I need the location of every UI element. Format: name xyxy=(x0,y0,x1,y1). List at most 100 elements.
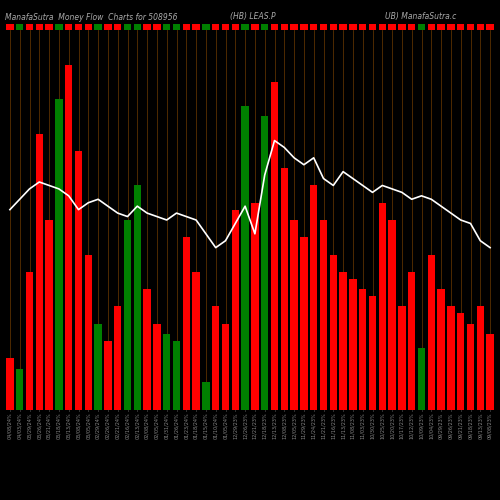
Bar xyxy=(6,24,14,30)
Bar xyxy=(242,24,249,30)
Bar xyxy=(212,306,220,410)
Bar xyxy=(476,24,484,30)
Bar xyxy=(271,82,278,410)
Bar xyxy=(428,254,435,410)
Bar xyxy=(182,24,190,30)
Bar xyxy=(144,289,151,410)
Bar xyxy=(84,254,92,410)
Bar xyxy=(6,358,14,410)
Bar xyxy=(388,24,396,30)
Bar xyxy=(447,24,454,30)
Bar xyxy=(280,24,288,30)
Bar xyxy=(94,24,102,30)
Bar xyxy=(124,24,131,30)
Bar xyxy=(378,24,386,30)
Bar xyxy=(486,334,494,410)
Bar xyxy=(16,24,24,30)
Bar xyxy=(447,306,454,410)
Bar xyxy=(153,24,160,30)
Bar xyxy=(36,24,43,30)
Bar xyxy=(300,238,308,410)
Bar xyxy=(26,272,33,410)
Text: (HB) LEAS.P: (HB) LEAS.P xyxy=(230,12,276,22)
Bar xyxy=(202,382,209,410)
Bar xyxy=(114,306,122,410)
Bar xyxy=(349,278,356,410)
Bar xyxy=(330,24,337,30)
Bar xyxy=(330,254,337,410)
Bar xyxy=(173,24,180,30)
Bar xyxy=(202,24,209,30)
Bar xyxy=(408,24,416,30)
Bar xyxy=(144,24,151,30)
Bar xyxy=(486,24,494,30)
Bar xyxy=(438,24,445,30)
Bar xyxy=(163,24,170,30)
Bar xyxy=(36,134,43,410)
Bar xyxy=(369,24,376,30)
Bar xyxy=(242,106,249,410)
Bar xyxy=(84,24,92,30)
Bar xyxy=(359,24,366,30)
Bar xyxy=(75,151,82,410)
Bar xyxy=(192,272,200,410)
Bar xyxy=(369,296,376,410)
Bar xyxy=(280,168,288,410)
Bar xyxy=(46,24,53,30)
Bar xyxy=(222,24,229,30)
Bar xyxy=(418,348,425,410)
Bar xyxy=(388,220,396,410)
Bar xyxy=(428,24,435,30)
Bar xyxy=(359,289,366,410)
Bar xyxy=(55,24,62,30)
Text: ManafaSutra  Money Flow  Charts for 508956: ManafaSutra Money Flow Charts for 508956 xyxy=(5,12,178,22)
Bar xyxy=(467,324,474,410)
Bar xyxy=(153,324,160,410)
Bar xyxy=(398,24,406,30)
Bar xyxy=(438,289,445,410)
Bar xyxy=(398,306,406,410)
Bar xyxy=(114,24,122,30)
Bar xyxy=(55,99,62,410)
Bar xyxy=(222,324,229,410)
Bar xyxy=(300,24,308,30)
Bar xyxy=(261,24,268,30)
Bar xyxy=(46,220,53,410)
Bar xyxy=(290,220,298,410)
Bar xyxy=(134,186,141,410)
Bar xyxy=(134,24,141,30)
Bar xyxy=(212,24,220,30)
Bar xyxy=(94,324,102,410)
Bar xyxy=(408,272,416,410)
Bar xyxy=(340,24,347,30)
Bar xyxy=(349,24,356,30)
Bar xyxy=(65,24,72,30)
Bar xyxy=(457,24,464,30)
Bar xyxy=(418,24,425,30)
Bar xyxy=(163,334,170,410)
Bar xyxy=(467,24,474,30)
Bar xyxy=(192,24,200,30)
Bar xyxy=(378,202,386,410)
Bar xyxy=(320,220,327,410)
Bar xyxy=(271,24,278,30)
Bar xyxy=(340,272,347,410)
Bar xyxy=(457,314,464,410)
Bar xyxy=(251,24,258,30)
Bar xyxy=(124,220,131,410)
Bar xyxy=(65,64,72,410)
Bar xyxy=(290,24,298,30)
Bar xyxy=(104,341,112,410)
Bar xyxy=(182,238,190,410)
Bar xyxy=(310,24,318,30)
Bar xyxy=(75,24,82,30)
Bar xyxy=(173,341,180,410)
Bar xyxy=(232,210,239,410)
Text: UB) ManafaSutra.c: UB) ManafaSutra.c xyxy=(385,12,456,22)
Bar xyxy=(261,116,268,410)
Bar xyxy=(232,24,239,30)
Bar xyxy=(26,24,33,30)
Bar xyxy=(320,24,327,30)
Bar xyxy=(310,186,318,410)
Bar xyxy=(251,202,258,410)
